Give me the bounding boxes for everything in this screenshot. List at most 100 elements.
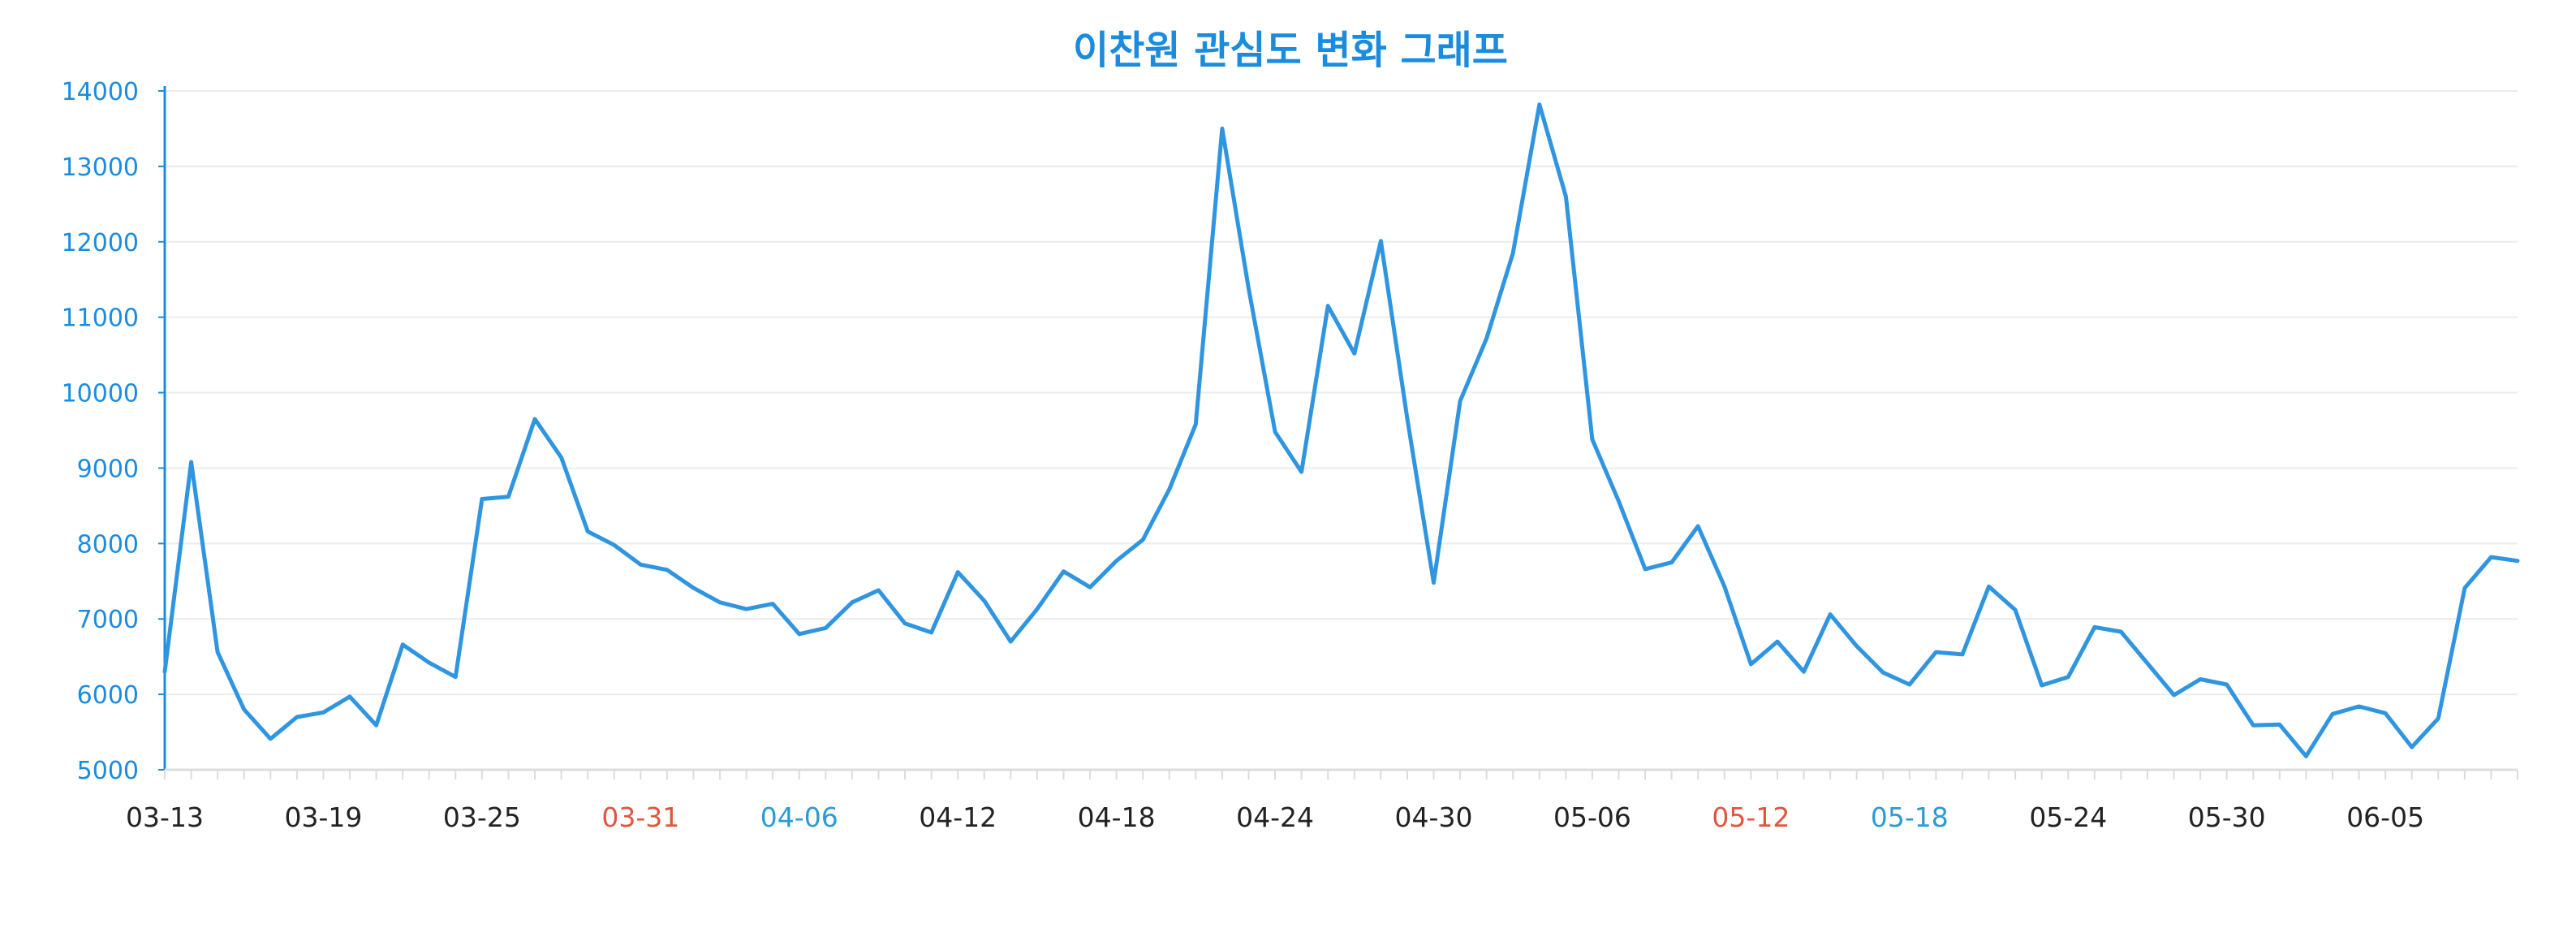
data-point (2118, 629, 2123, 634)
data-point (1378, 239, 1383, 244)
data-point (1325, 304, 1330, 309)
y-tick-label-13000: 13000 (62, 153, 139, 182)
y-tick-label-10000: 10000 (62, 380, 139, 408)
data-point (1088, 585, 1092, 590)
data-point (2383, 711, 2388, 715)
data-point (268, 736, 273, 741)
data-point (1617, 499, 1622, 503)
data-point (982, 598, 987, 603)
data-point (400, 642, 405, 647)
data-point (1510, 251, 1515, 256)
data-point (902, 621, 907, 626)
data-point (427, 660, 432, 665)
data-point (1405, 416, 1410, 421)
data-point (480, 497, 485, 502)
series-group (162, 102, 2520, 758)
data-point (1035, 607, 1040, 611)
data-point (1669, 560, 1674, 565)
data-point (321, 710, 325, 715)
data-point (1987, 584, 1992, 589)
data-point (2145, 661, 2150, 666)
data-point (1775, 639, 1780, 644)
data-point (189, 460, 194, 464)
x-tick-label-03-13: 03-13 (126, 801, 204, 833)
x-tick-label-04-18: 04-18 (1078, 801, 1156, 833)
x-tick-label-03-19: 03-19 (284, 801, 362, 833)
data-point (215, 650, 220, 654)
data-point (2092, 624, 2097, 629)
data-point (1748, 662, 1753, 667)
data-point (717, 600, 722, 605)
data-point (453, 675, 458, 680)
data-point (612, 542, 617, 547)
data-point (1432, 581, 1437, 585)
data-point (2436, 716, 2440, 721)
x-axis: 03-13 03-19 03-25 03-31 04-06 04-12 04-18 04-24… (126, 768, 2518, 833)
data-point (506, 495, 510, 499)
y-tick-label-7000: 7000 (77, 606, 139, 634)
data-point (2251, 723, 2255, 728)
data-point (162, 669, 167, 674)
data-point (1802, 669, 1807, 674)
x-tick-label-04-24: 04-24 (1236, 801, 1314, 833)
y-tick-label-9000: 9000 (77, 455, 139, 483)
data-point (559, 455, 564, 460)
data-point (1061, 569, 1066, 574)
x-tick-label-05-30: 05-30 (2188, 801, 2266, 833)
data-point (2410, 745, 2414, 749)
data-point (1220, 126, 1225, 131)
data-point (2277, 722, 2282, 727)
data-point (929, 630, 934, 635)
data-point (1933, 650, 1938, 654)
data-point (2357, 704, 2362, 709)
data-point (665, 568, 670, 572)
y-tick-label-6000: 6000 (77, 681, 139, 710)
data-point (1537, 102, 1542, 107)
data-point (2172, 693, 2177, 698)
data-point (374, 723, 379, 728)
chart-title: 이찬원 관심도 변화 그래프 (1073, 28, 1508, 73)
data-point (1880, 670, 1885, 675)
data-point (1828, 612, 1833, 617)
data-point (1458, 399, 1462, 404)
grid-lines (165, 90, 2518, 696)
data-point (797, 632, 802, 637)
data-point (1140, 538, 1145, 542)
data-point (2303, 754, 2308, 758)
data-point (1273, 430, 1277, 434)
data-point (532, 417, 537, 421)
x-tick-label-03-25: 03-25 (443, 801, 521, 833)
data-point (823, 625, 828, 630)
data-point (1695, 524, 1700, 529)
data-point (955, 570, 960, 575)
data-point (1722, 584, 1727, 589)
data-point (2040, 683, 2044, 688)
data-point (1299, 469, 1304, 474)
data-point (1854, 644, 1859, 649)
y-tick-label-14000: 14000 (62, 78, 139, 106)
data-point (2225, 682, 2229, 687)
data-point (2013, 607, 2018, 612)
y-tick-label-12000: 12000 (62, 229, 139, 257)
data-point (1960, 652, 1965, 657)
data-point (2330, 711, 2335, 716)
x-tick-label-05-18: 05-18 (1871, 801, 1949, 833)
data-point (2066, 675, 2070, 680)
data-point (638, 562, 643, 567)
data-point (1563, 194, 1568, 199)
data-point (691, 585, 696, 590)
data-point (2515, 559, 2520, 564)
data-point (347, 694, 352, 699)
x-tick-label-04-30: 04-30 (1395, 801, 1473, 833)
data-point (1590, 437, 1595, 442)
data-point (1193, 422, 1198, 427)
data-point (1246, 286, 1251, 291)
data-point (1167, 486, 1172, 491)
data-point (2488, 555, 2493, 559)
x-tick-label-04-06: 04-06 (760, 801, 838, 833)
series-line (162, 102, 2520, 758)
y-tick-label-11000: 11000 (62, 305, 139, 333)
y-tick-label-8000: 8000 (77, 530, 139, 559)
